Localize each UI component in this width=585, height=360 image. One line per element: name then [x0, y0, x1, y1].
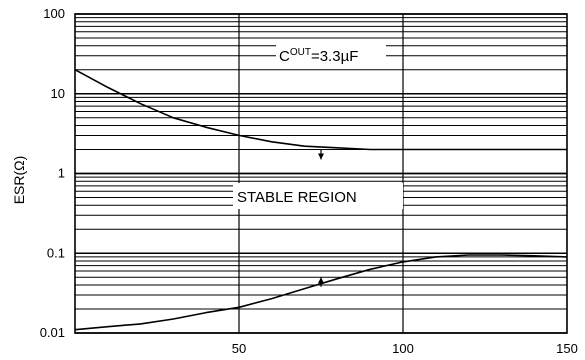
x-tick-label: 150 — [556, 341, 578, 356]
y-tick-label: 100 — [43, 6, 65, 21]
cout-rest: =3.3µF — [311, 48, 358, 65]
down-arrow-head — [318, 153, 324, 160]
cout-main: C — [279, 48, 290, 65]
y-tick-label: 1 — [58, 166, 65, 181]
upper-esr-boundary-line — [74, 68, 567, 151]
cout-sup: OUT — [290, 47, 311, 58]
grid-layer — [75, 13, 567, 334]
tick-layer: 0.01 0.1 1 10 100 50 100 150 — [40, 6, 578, 356]
plot-frame — [74, 13, 568, 334]
stable-region-box — [233, 183, 403, 209]
lower-esr-boundary-line — [74, 254, 568, 331]
x-tick-label: 50 — [232, 341, 246, 356]
cout-annotation: COUT=3.3µF — [276, 41, 386, 68]
stable-region-annotation: STABLE REGION — [233, 183, 403, 209]
y-axis-label: ESR(Ω) — [11, 156, 27, 205]
stable-region-label: STABLE REGION — [237, 189, 357, 206]
y-tick-label: 0.01 — [40, 325, 65, 340]
x-tick-label: 100 — [392, 341, 414, 356]
y-tick-label: 0.1 — [47, 245, 65, 260]
y-tick-label: 10 — [51, 86, 65, 101]
cout-annotation-box — [276, 41, 386, 68]
up-arrow-head — [318, 277, 324, 284]
cout-annotation-text: COUT=3.3µF — [279, 47, 358, 65]
arrow-layer — [318, 149, 324, 287]
